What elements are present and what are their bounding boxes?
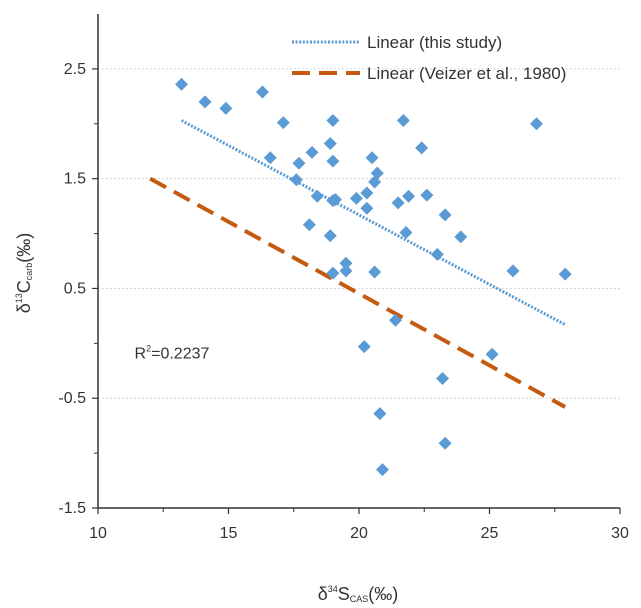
axes: -1.5 -0.5 0.5 1.5 2.5 10 15 20 25 30: [58, 14, 629, 542]
r-squared-sup: 2: [146, 344, 151, 354]
y-axis-title-sub: carb: [24, 263, 34, 281]
data-point: [339, 256, 353, 270]
data-point: [485, 347, 499, 361]
data-point: [399, 225, 413, 239]
data-point: [289, 173, 303, 187]
x-tick-label-4: 30: [611, 525, 629, 542]
data-point: [326, 113, 340, 127]
y-axis-title-prefix: δ: [14, 303, 34, 313]
x-axis-title-sup: 34: [328, 584, 338, 594]
data-point: [360, 186, 374, 200]
legend-label-0: Linear (this study): [367, 33, 502, 52]
data-point: [430, 247, 444, 261]
data-point: [323, 229, 337, 243]
data-point: [365, 151, 379, 165]
data-point: [436, 371, 450, 385]
data-point: [373, 407, 387, 421]
data-point: [391, 196, 405, 210]
x-axis-title-unit: (‰): [368, 584, 398, 604]
data-point: [323, 137, 337, 151]
data-point: [198, 95, 212, 109]
data-point: [415, 141, 429, 155]
legend: Linear (this study) Linear (Veizer et al.…: [292, 33, 566, 83]
data-point: [375, 463, 389, 477]
data-point: [402, 189, 416, 203]
gridlines: [98, 68, 620, 399]
x-axis-title-prefix: δ: [318, 584, 328, 604]
data-point: [357, 340, 371, 354]
y-tick-label-0: -1.5: [58, 500, 86, 517]
data-point: [360, 201, 374, 215]
x-tick-label-1: 15: [220, 525, 238, 542]
data-point: [263, 151, 277, 165]
y-tick-label-4: 2.5: [64, 61, 86, 78]
data-point: [506, 264, 520, 278]
data-point: [305, 145, 319, 159]
data-point: [255, 85, 269, 99]
data-point: [219, 101, 233, 115]
data-point: [529, 117, 543, 131]
data-point: [326, 154, 340, 168]
data-point: [302, 218, 316, 232]
y-axis-title: δ13Ccarb(‰): [14, 233, 34, 314]
x-axis-title: δ34SCAS(‰): [318, 584, 399, 604]
data-point: [292, 156, 306, 170]
x-tick-label-3: 25: [481, 525, 499, 542]
x-tick-label-0: 10: [89, 525, 107, 542]
x-axis-title-main: S: [338, 584, 350, 604]
data-point: [339, 264, 353, 278]
data-point: [396, 113, 410, 127]
y-axis-title-unit: (‰): [14, 233, 34, 263]
y-tick-label-1: -0.5: [58, 390, 86, 407]
legend-label-1: Linear (Veizer et al., 1980): [367, 64, 566, 83]
data-point: [370, 166, 384, 180]
x-axis-title-sub: CAS: [350, 594, 369, 604]
r-squared-prefix: R: [135, 346, 147, 363]
data-point: [329, 193, 343, 207]
y-axis-title-main: C: [14, 280, 34, 293]
trendline-0: [180, 119, 566, 326]
data-point: [558, 267, 572, 281]
data-point: [420, 188, 434, 202]
data-point: [349, 191, 363, 205]
trendlines: [149, 119, 567, 409]
y-tick-label-2: 0.5: [64, 280, 86, 297]
data-point: [454, 230, 468, 244]
data-point: [389, 313, 403, 327]
data-point: [326, 266, 340, 280]
y-axis-title-sup: 13: [14, 293, 24, 303]
data-point: [438, 208, 452, 222]
data-point: [310, 189, 324, 203]
x-tick-label-2: 20: [350, 525, 368, 542]
data-points: [175, 77, 572, 477]
data-point: [276, 116, 290, 130]
y-tick-label-3: 1.5: [64, 171, 86, 188]
trendline-1: [149, 176, 567, 409]
r-squared-annotation: R2=0.2237: [135, 344, 210, 363]
data-point: [175, 77, 189, 91]
data-point: [438, 436, 452, 450]
data-point: [368, 265, 382, 279]
r-squared-value: =0.2237: [151, 346, 209, 363]
